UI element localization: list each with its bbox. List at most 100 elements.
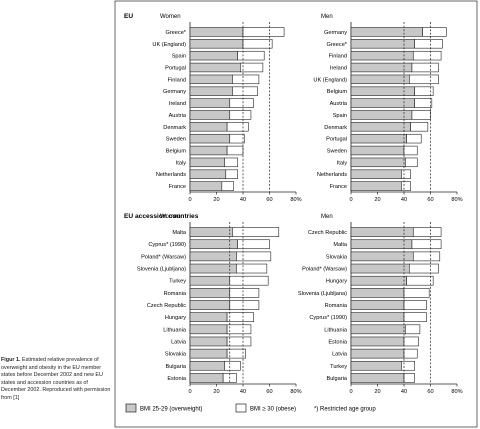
chart4-category-label: Lithuania [324, 327, 348, 333]
chart1-bar-overweight [189, 50, 239, 61]
chart2-bar-overweight [350, 145, 405, 156]
chart1-bar-obese [237, 50, 265, 61]
chart1-category-label: Ireland [169, 101, 186, 107]
chart3-bar-overweight [189, 312, 228, 322]
chart3-category-label: Slovakia [165, 352, 187, 358]
chart2-bar-overweight [350, 157, 406, 168]
chart2-bar-obese [406, 133, 422, 144]
chart3-bar-obese [229, 300, 260, 310]
chart3-bar-overweight [189, 373, 224, 383]
chart4-bar-obese [405, 324, 421, 335]
chart1-bar-overweight [189, 145, 228, 156]
chart2-category-label: Ireland [330, 66, 347, 72]
chart1-bar-obese [232, 74, 260, 85]
legend-overweight-label: BMI 25-29 (overweight) [140, 407, 202, 413]
chart4-bar-overweight [350, 336, 405, 347]
chart4-category-label: Poland* (Warsaw) [302, 267, 347, 273]
chart4-category-label: Estonia [328, 339, 348, 345]
chart3-category-label: Cyprus* (1990) [148, 242, 186, 248]
chart3-category-label: Czech Republic [147, 303, 186, 309]
chart1-bar-obese [229, 133, 245, 144]
chart4-bar-overweight [350, 288, 405, 298]
chart3-category-label: Latvia [171, 339, 187, 345]
chart4-x-tick-label: 40 [401, 389, 407, 395]
chart3-bar-overweight [189, 275, 231, 286]
chart4-bar-overweight [350, 227, 414, 237]
chart2-bar-overweight [350, 39, 415, 49]
chart4-bar-overweight [350, 239, 413, 250]
chart3-category-label: Estonia [167, 376, 187, 382]
chart2-bar-overweight [350, 74, 410, 85]
chart4-bar-overweight [350, 312, 405, 322]
chart1-bar-obese [240, 62, 264, 73]
figure-caption: Figur 1. Estimated relative prevalence o… [1, 357, 111, 402]
figure-caption-text: Estimated relative prevalence of overwei… [1, 357, 111, 401]
chart1-category-label: Netherlands [156, 172, 186, 178]
chart4-category-label: Czech Republic [308, 230, 347, 236]
chart1-bar-overweight [189, 110, 231, 120]
chart1-bar-overweight [189, 27, 244, 37]
chart4-bar-obese [408, 263, 439, 274]
chart1-category-label: Finland [168, 77, 186, 83]
chart1-bar-overweight [189, 74, 233, 85]
chart4-bar-overweight [350, 373, 405, 383]
chart4-bar-obese [403, 300, 427, 310]
chart3-section-title: EU accession countries [124, 213, 199, 220]
chart3-bar-obese [226, 324, 252, 335]
chart4-x-tick-label: 80% [451, 389, 462, 395]
chart2-category-label: Germany [324, 30, 347, 36]
chart3-category-label: Bulgaria [165, 364, 186, 370]
chart4-category-label: Hungary [326, 279, 347, 285]
chart2-category-label: UK (England) [313, 77, 347, 83]
chart3-x-tick-label: 20 [213, 389, 219, 395]
chart2-category-label: Spain [333, 113, 347, 119]
chart3-bar-obese [226, 348, 246, 359]
legend-obese-label: BMI ≥ 30 (obese) [250, 407, 296, 413]
chart2-bar-overweight [350, 98, 415, 108]
chart1-category-label: UK (England) [152, 42, 186, 48]
chart2-x-tick-label: 0 [349, 197, 352, 203]
chart2-category-label: Netherlands [317, 172, 347, 178]
chart2-category-label: Belgium [327, 89, 348, 95]
chart1-bar-overweight [189, 133, 231, 144]
chart3-category-label: Romania [164, 291, 187, 297]
chart1-bar-obese [242, 39, 273, 49]
chart2-panel-title: Men [321, 14, 333, 20]
chart3-bar-obese [229, 275, 269, 286]
chart4-category-label: Romania [325, 303, 348, 309]
chart3-panel-title: Women [160, 214, 181, 220]
chart4-bar-obese [412, 227, 442, 237]
chart4-category-label: Slovenia (Ljubljana) [298, 291, 347, 297]
chart2-category-label: Portugal [326, 137, 347, 143]
chart1-category-label: Denmark [163, 125, 186, 131]
chart4-panel-title: Men [321, 214, 333, 220]
chart1-bar-overweight [189, 86, 233, 96]
chart1-x-tick-label: 40 [240, 197, 246, 203]
chart2-bar-overweight [350, 110, 413, 120]
chart3-bar-obese [226, 312, 254, 322]
legend-obese-swatch [235, 403, 247, 413]
chart2-bar-obese [405, 157, 418, 168]
chart2-bar-obese [408, 74, 439, 85]
chart2-x-tick-label: 20 [374, 197, 380, 203]
chart3-category-label: Malta [172, 230, 187, 236]
chart1-bar-obese [226, 122, 249, 132]
legend: BMI 25-29 (overweight) BMI ≥ 30 (obese) … [125, 403, 376, 413]
chart4-x-tick-label: 0 [349, 389, 352, 395]
chart1-category-label: France [169, 184, 186, 190]
chart1-section-title: EU [124, 13, 133, 20]
chart1-bar-overweight [189, 62, 241, 73]
chart4-category-label: Malta [333, 242, 348, 248]
chart2-bar-obese [411, 62, 439, 73]
chart3-bar-obese [226, 336, 252, 347]
chart2-category-label: Denmark [324, 125, 347, 131]
chart4-bar-overweight [350, 348, 405, 359]
chart3-category-label: Poland* (Warsaw) [141, 254, 186, 260]
chart3-bar-obese [232, 227, 280, 237]
chart4-category-label: Latvia [332, 352, 348, 358]
chart2-bar-obese [414, 98, 433, 108]
chart3-bar-obese [236, 263, 268, 274]
chart2-bar-overweight [350, 62, 413, 73]
chart2-x-tick-label: 60 [427, 197, 433, 203]
chart1-bar-obese [229, 110, 252, 120]
